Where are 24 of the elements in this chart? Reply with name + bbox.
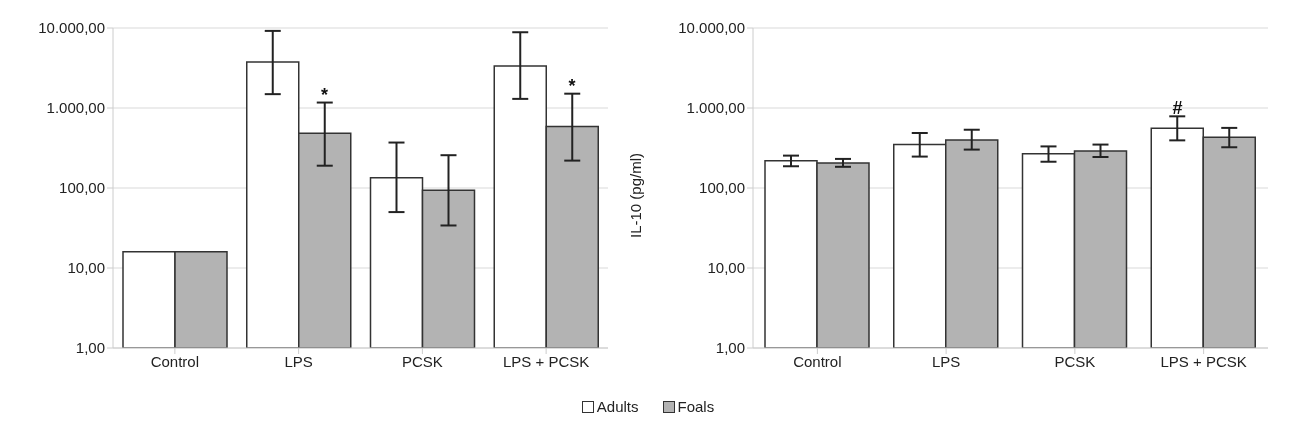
legend-label: Adults xyxy=(595,398,639,415)
x-tick-label: PCSK xyxy=(401,352,443,370)
x-tick-label: LPS + PCSK xyxy=(1160,352,1247,370)
annotation: * xyxy=(321,84,329,105)
x-tick-label: Control xyxy=(150,352,200,370)
y-tick-label: 10.000,00 xyxy=(38,19,105,37)
y-tick-label: 1.000,00 xyxy=(686,99,745,117)
x-tick-label: LPS + PCSK xyxy=(502,352,590,370)
y-tick-label: 1.000,00 xyxy=(46,99,105,117)
x-tick-label: Control xyxy=(793,352,842,370)
y-tick-label: 10,00 xyxy=(707,259,745,277)
y-tick-label: 100,00 xyxy=(699,179,745,197)
y-tick-label: 100,00 xyxy=(59,179,105,197)
x-tick-label: LPS xyxy=(931,352,961,370)
y-axis-title: IL-10 (pg/ml) xyxy=(627,152,645,238)
legend-label: Foals xyxy=(676,398,715,415)
x-tick-label: PCSK xyxy=(1054,352,1096,370)
y-tick-label: 1,00 xyxy=(715,339,745,357)
y-tick-label: 10.000,00 xyxy=(678,19,745,37)
x-tick-label: LPS xyxy=(284,352,313,370)
annotation: # xyxy=(1172,98,1183,119)
annotation: * xyxy=(568,75,576,96)
y-tick-label: 10,00 xyxy=(67,259,105,277)
y-tick-label: 1,00 xyxy=(75,339,105,357)
